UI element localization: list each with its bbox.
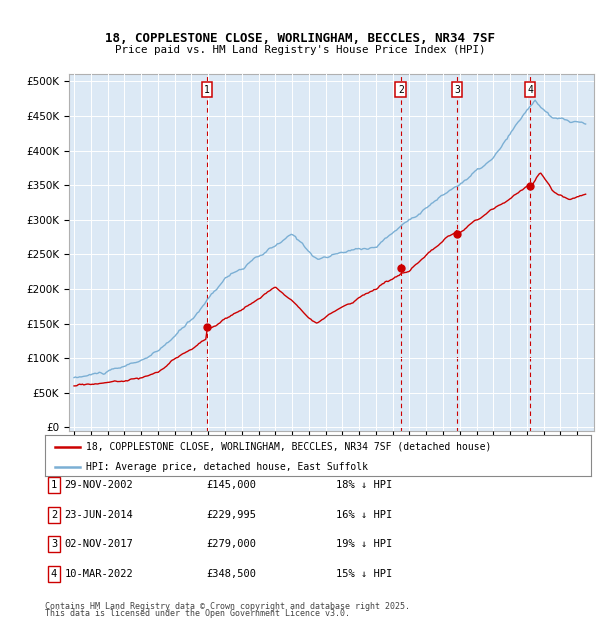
Text: 18% ↓ HPI: 18% ↓ HPI [336, 480, 392, 490]
Text: 15% ↓ HPI: 15% ↓ HPI [336, 569, 392, 579]
Text: Contains HM Land Registry data © Crown copyright and database right 2025.: Contains HM Land Registry data © Crown c… [45, 602, 410, 611]
Text: HPI: Average price, detached house, East Suffolk: HPI: Average price, detached house, East… [86, 462, 368, 472]
Text: £348,500: £348,500 [206, 569, 256, 579]
Text: 3: 3 [51, 539, 57, 549]
Text: 1: 1 [204, 84, 210, 95]
Text: 18, COPPLESTONE CLOSE, WORLINGHAM, BECCLES, NR34 7SF: 18, COPPLESTONE CLOSE, WORLINGHAM, BECCL… [105, 32, 495, 45]
Text: £145,000: £145,000 [206, 480, 256, 490]
Text: 4: 4 [51, 569, 57, 579]
Text: 1: 1 [51, 480, 57, 490]
Text: Price paid vs. HM Land Registry's House Price Index (HPI): Price paid vs. HM Land Registry's House … [115, 45, 485, 55]
Text: 18, COPPLESTONE CLOSE, WORLINGHAM, BECCLES, NR34 7SF (detached house): 18, COPPLESTONE CLOSE, WORLINGHAM, BECCL… [86, 441, 491, 451]
Text: 29-NOV-2002: 29-NOV-2002 [65, 480, 133, 490]
Text: 3: 3 [454, 84, 460, 95]
Text: 2: 2 [51, 510, 57, 520]
Text: 2: 2 [398, 84, 404, 95]
Text: 16% ↓ HPI: 16% ↓ HPI [336, 510, 392, 520]
Text: £279,000: £279,000 [206, 539, 256, 549]
Text: 23-JUN-2014: 23-JUN-2014 [65, 510, 133, 520]
Text: This data is licensed under the Open Government Licence v3.0.: This data is licensed under the Open Gov… [45, 609, 350, 618]
Text: 02-NOV-2017: 02-NOV-2017 [65, 539, 133, 549]
Text: 4: 4 [527, 84, 533, 95]
Text: 10-MAR-2022: 10-MAR-2022 [65, 569, 133, 579]
Text: 19% ↓ HPI: 19% ↓ HPI [336, 539, 392, 549]
Text: £229,995: £229,995 [206, 510, 256, 520]
